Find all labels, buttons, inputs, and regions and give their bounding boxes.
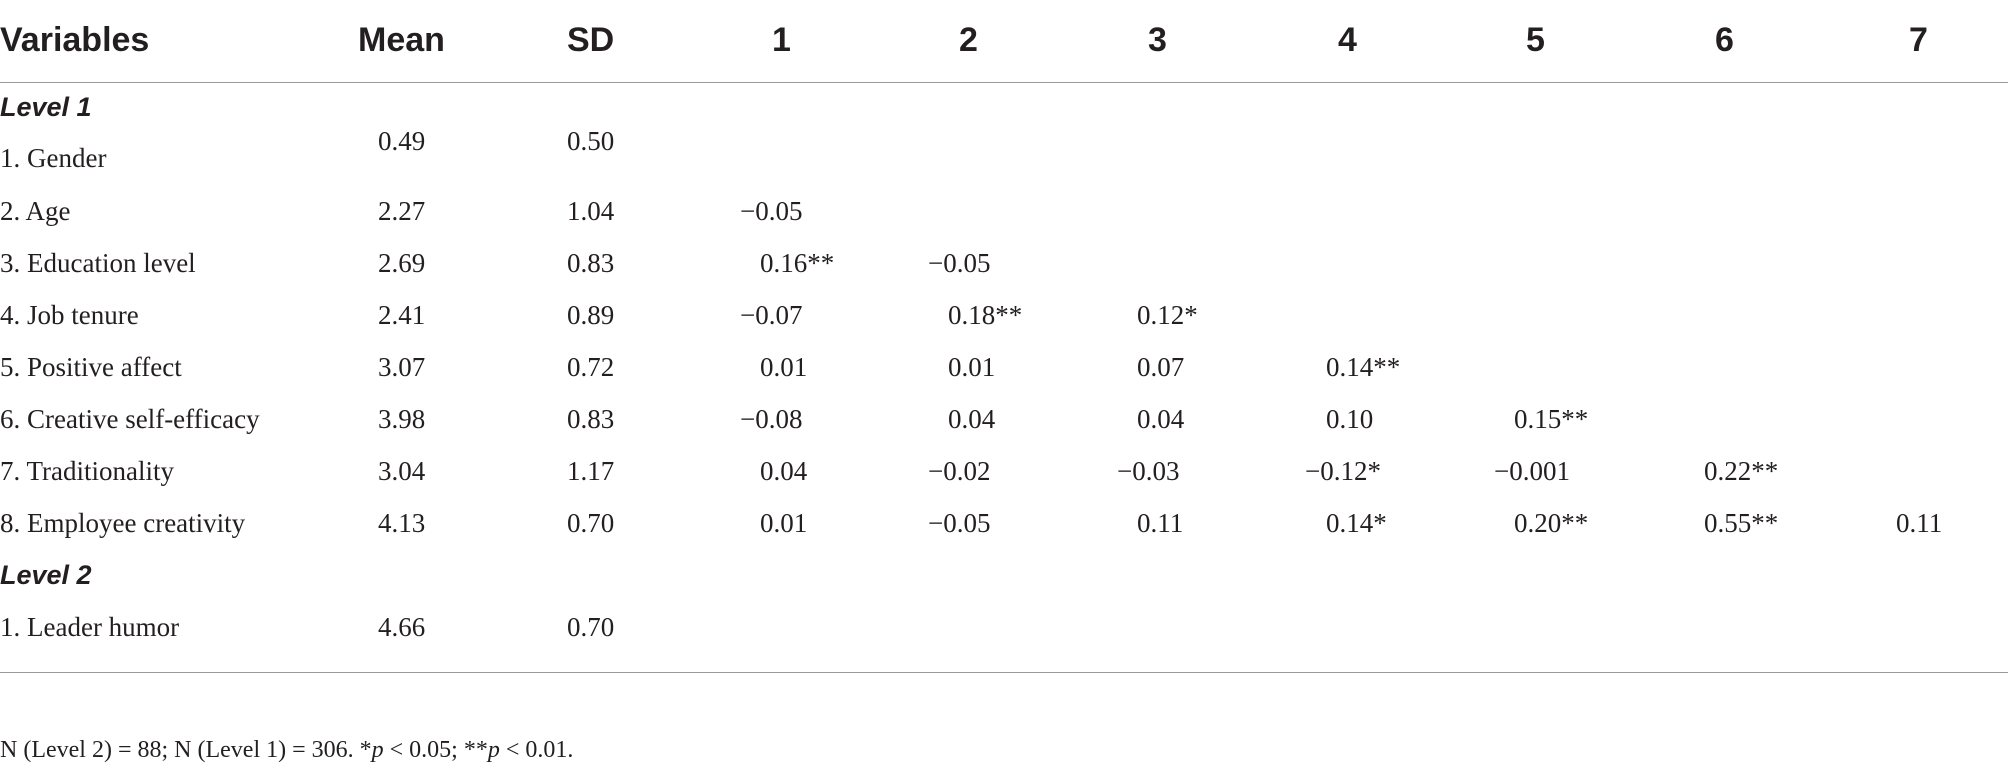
sd-cell: 1.04	[567, 196, 615, 226]
footnote-p-symbol: p	[371, 737, 384, 763]
sd-cell: 0.50	[567, 126, 615, 156]
corr-cell: 0.12*	[1137, 300, 1198, 330]
header-col-5: 5	[1526, 21, 1545, 59]
corr-cell: −0.05	[928, 508, 991, 538]
mean-cell: 2.27	[378, 196, 426, 226]
sd-cell: 0.70	[567, 612, 615, 642]
level-1-label: Level 1	[0, 92, 92, 122]
mean-cell: 4.13	[378, 508, 426, 538]
corr-cell: 0.11	[1896, 508, 1943, 538]
corr-cell: 0.04	[948, 404, 996, 434]
corr-cell: 0.10	[1326, 404, 1374, 434]
sd-cell: 0.83	[567, 404, 615, 434]
corr-cell: 0.01	[760, 508, 808, 538]
corr-cell: 0.01	[760, 352, 808, 382]
footnote-p-symbol: p	[487, 737, 500, 763]
header-mean: Mean	[358, 21, 445, 59]
header-col-3: 3	[1148, 21, 1167, 59]
row-label: 4. Job tenure	[0, 300, 139, 330]
corr-cell: 0.22**	[1704, 456, 1779, 486]
row-label: 6. Creative self-efficacy	[0, 404, 260, 434]
footnote-text: < 0.01.	[499, 737, 574, 763]
header-col-6: 6	[1715, 21, 1734, 59]
header-col-2: 2	[959, 21, 978, 59]
corr-cell: 0.04	[1137, 404, 1185, 434]
corr-cell: 0.14**	[1326, 352, 1401, 382]
header-sd: SD	[567, 21, 615, 59]
mean-cell: 2.41	[378, 300, 426, 330]
mean-cell: 3.04	[378, 456, 426, 486]
corr-cell: 0.04	[760, 456, 808, 486]
header-col-1: 1	[772, 21, 791, 59]
mean-cell: 3.07	[378, 352, 426, 382]
mean-cell: 3.98	[378, 404, 426, 434]
row-label: 1. Leader humor	[0, 612, 180, 642]
corr-cell: 0.16**	[760, 248, 835, 278]
corr-cell: −0.03	[1117, 456, 1180, 486]
mean-cell: 4.66	[378, 612, 426, 642]
corr-cell: −0.05	[740, 196, 803, 226]
corr-cell: −0.08	[740, 404, 803, 434]
corr-cell: 0.07	[1137, 352, 1185, 382]
corr-cell: −0.07	[740, 300, 803, 330]
header-variables: Variables	[0, 21, 150, 59]
sd-cell: 0.83	[567, 248, 615, 278]
corr-cell: 0.14*	[1326, 508, 1387, 538]
footnote-text: < 0.05; **	[383, 737, 488, 763]
corr-cell: 0.20**	[1514, 508, 1589, 538]
mean-cell: 0.49	[378, 126, 426, 156]
corr-cell: −0.001	[1494, 456, 1570, 486]
mean-cell: 2.69	[378, 248, 426, 278]
sd-cell: 0.89	[567, 300, 615, 330]
sd-cell: 0.70	[567, 508, 615, 538]
row-label: 7. Traditionality	[0, 456, 175, 486]
table-bottom-rule	[0, 672, 2008, 673]
corr-cell: 0.15**	[1514, 404, 1589, 434]
footnote-text: N (Level 2) = 88; N (Level 1) = 306. *	[0, 737, 372, 763]
corr-cell: 0.01	[948, 352, 996, 382]
corr-cell: 0.18**	[948, 300, 1023, 330]
level-2-label: Level 2	[0, 560, 92, 590]
sd-cell: 0.72	[567, 352, 615, 382]
corr-cell: −0.02	[928, 456, 991, 486]
row-label: 5. Positive affect	[0, 352, 182, 382]
table-header: Variables Mean SD 1 2 3 4 5 6 7	[0, 0, 2008, 83]
corr-cell: −0.05	[928, 248, 991, 278]
corr-cell: 0.11	[1137, 508, 1184, 538]
sd-cell: 1.17	[567, 456, 615, 486]
row-label: 2. Age	[0, 196, 71, 226]
corr-cell: −0.12*	[1305, 456, 1381, 486]
table-footnote: N (Level 2) = 88; N (Level 1) = 306. *p …	[0, 735, 573, 765]
row-label: 3. Education level	[0, 248, 196, 278]
row-label: 1. Gender	[0, 143, 107, 173]
correlation-table: Variables Mean SD 1 2 3 4 5 6 7 Level 1 …	[0, 0, 2008, 642]
header-col-7: 7	[1909, 21, 1928, 59]
corr-cell: 0.55**	[1704, 508, 1779, 538]
row-label: 8. Employee creativity	[0, 508, 246, 538]
header-col-4: 4	[1338, 21, 1357, 59]
